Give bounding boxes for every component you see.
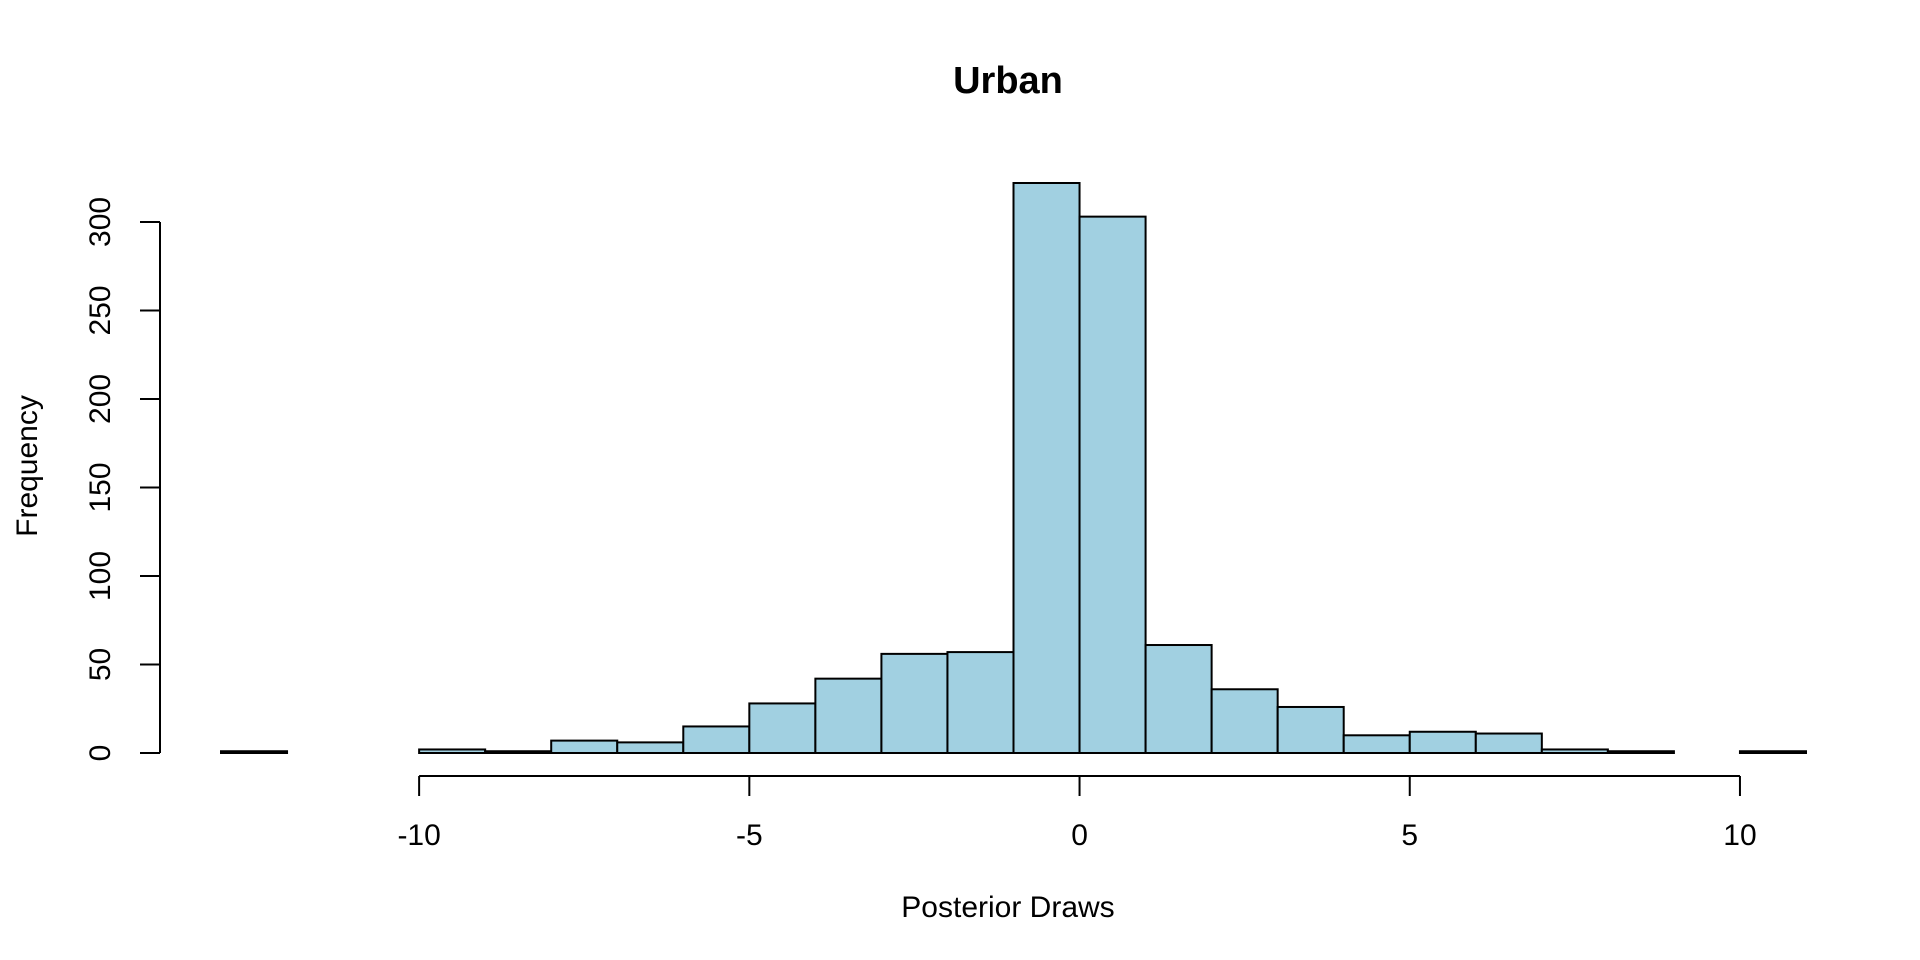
histogram-bar (484, 750, 553, 754)
y-tick-label: 200 (84, 374, 117, 424)
y-tick-label: 300 (84, 197, 117, 247)
histogram-bar (1738, 750, 1808, 754)
histogram-bar (1078, 215, 1147, 754)
x-axis-label: Posterior Draws (901, 891, 1114, 924)
y-tick-label: 0 (84, 745, 117, 762)
histogram-bar (1210, 688, 1279, 755)
y-tick-label: 250 (84, 285, 117, 335)
histogram-bar (1540, 748, 1609, 755)
histogram-bar (550, 739, 619, 755)
x-axis: -10 -5 0 5 10 (397, 775, 1757, 852)
histogram-bar (1276, 705, 1345, 755)
histogram-bar (682, 725, 751, 754)
chart-title: Urban (953, 60, 1063, 102)
histogram-bar (1342, 734, 1411, 755)
x-tick-label: 10 (1723, 819, 1756, 852)
histogram-bar (748, 702, 817, 754)
x-tick-label: -10 (397, 819, 440, 852)
y-axis-label: Frequency (11, 395, 44, 537)
histogram-bar (1012, 182, 1081, 754)
histogram-bar (220, 750, 289, 754)
histogram-bar (1144, 644, 1213, 754)
bars-group (220, 182, 1808, 755)
histogram-bar (1474, 732, 1543, 755)
histogram-bar (418, 748, 487, 755)
x-tick-label: 5 (1401, 819, 1418, 852)
x-tick-label: -5 (736, 819, 763, 852)
histogram-bar (814, 677, 883, 754)
y-tick-label: 150 (84, 462, 117, 512)
y-axis: 0 50 100 150 200 250 300 (84, 197, 161, 762)
histogram-bar (880, 652, 949, 754)
histogram-bar (1408, 730, 1477, 754)
y-tick-label: 50 (84, 648, 117, 681)
histogram-bar (1606, 750, 1675, 754)
y-tick-label: 100 (84, 551, 117, 601)
histogram-bar (946, 651, 1015, 754)
histogram-bar (616, 741, 685, 755)
x-tick-label: 0 (1071, 819, 1088, 852)
